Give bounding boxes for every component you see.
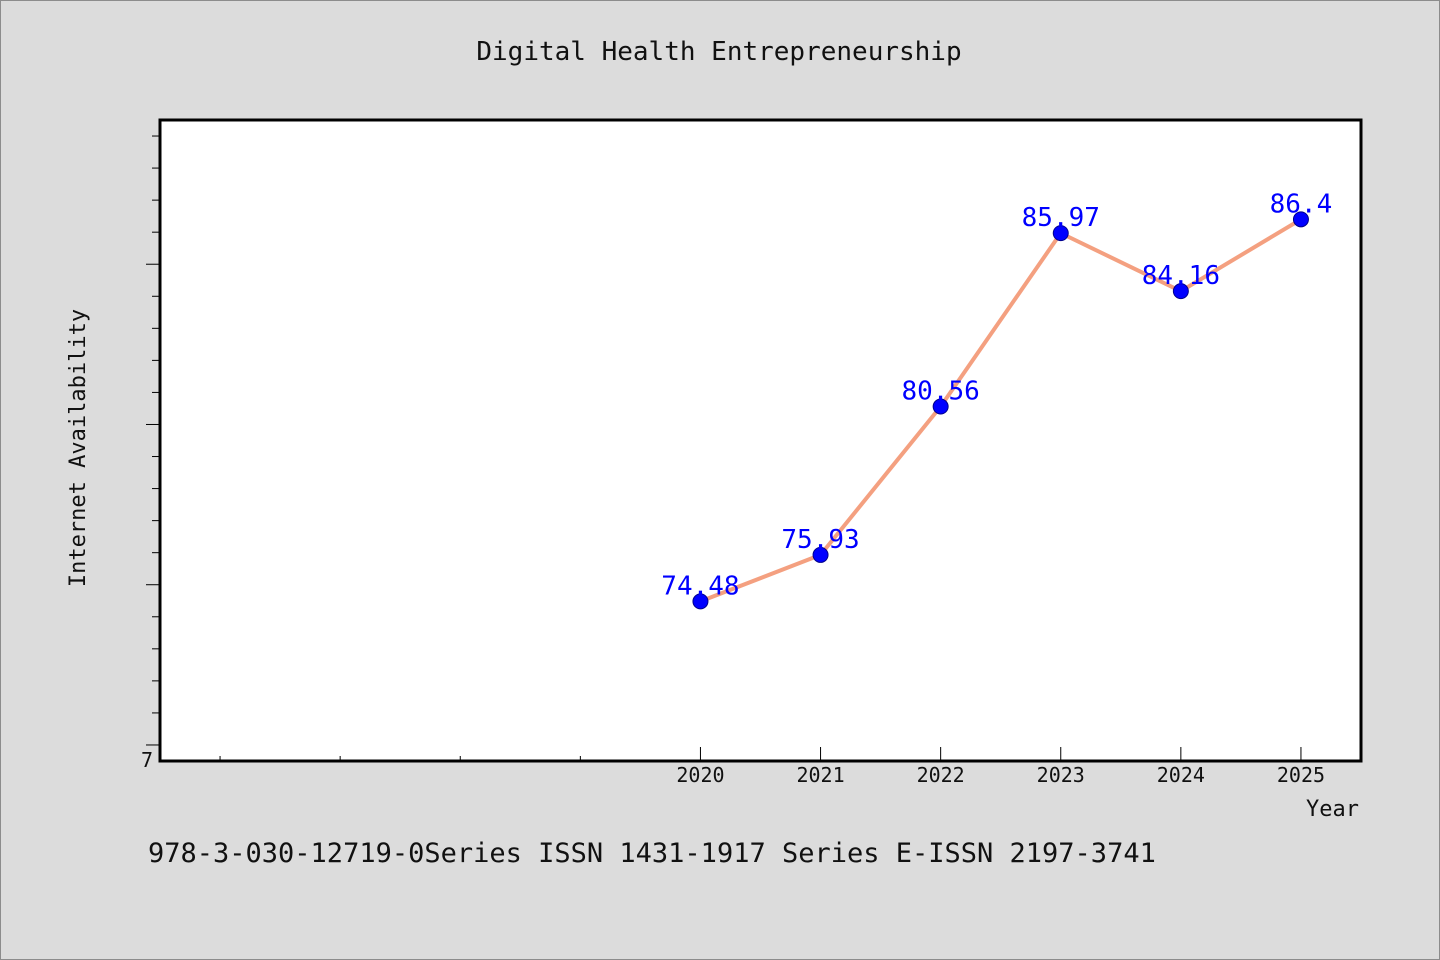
data-label: 85.97	[1022, 203, 1100, 233]
y-tick-label: 7	[141, 748, 153, 772]
data-label: 86.4	[1270, 189, 1333, 219]
x-axis-ticks: 2020 2021 2022 2023 2024 2025	[219, 747, 1325, 787]
x-tick-label: 2021	[796, 763, 844, 787]
data-label: 84.16	[1142, 261, 1220, 291]
isbn-footer: 978-3-030-12719-0Series ISSN 1431-1917 S…	[148, 838, 1156, 869]
x-tick-label: 2023	[1037, 763, 1085, 787]
data-point	[692, 593, 709, 610]
data-point	[932, 398, 949, 415]
plot-area	[158, 118, 1363, 763]
x-axis-label: Year	[1306, 797, 1359, 822]
data-label: 75.93	[781, 525, 859, 555]
data-label: 80.56	[902, 377, 980, 407]
data-point	[1172, 283, 1189, 300]
y-axis-ticks	[146, 135, 160, 746]
x-tick-label: 2024	[1157, 763, 1205, 787]
x-tick-label: 2022	[917, 763, 965, 787]
series-line	[698, 217, 1303, 604]
y-axis-label: Internet Availability	[66, 309, 91, 587]
x-tick-label: 2025	[1277, 763, 1325, 787]
data-label: 74.48	[661, 571, 739, 601]
data-point	[1052, 225, 1069, 242]
data-point	[812, 546, 829, 563]
data-point	[1292, 211, 1309, 228]
x-tick-label: 2020	[676, 763, 724, 787]
series-group: 74.48 75.93 80.56 85.97 84.16 86.4	[661, 189, 1333, 610]
chart-title: Digital Health Entrepreneurship	[476, 37, 961, 67]
